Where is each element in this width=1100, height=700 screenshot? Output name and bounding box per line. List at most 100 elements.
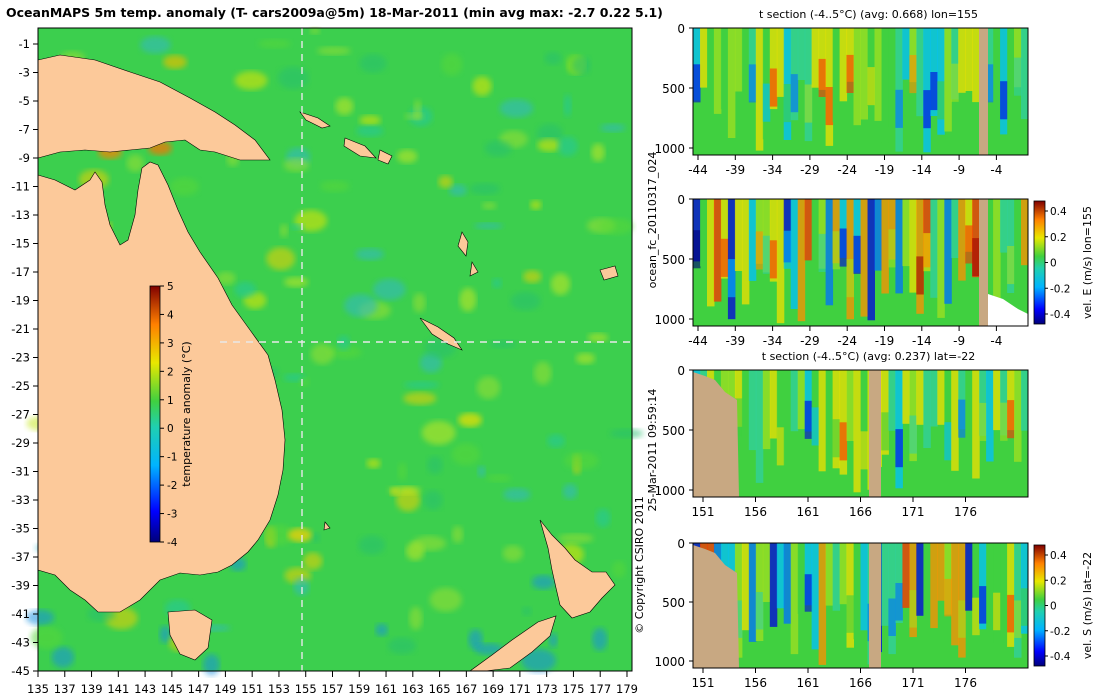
lon-tick-label: 149 <box>214 682 236 696</box>
anomaly-patch <box>595 508 611 528</box>
section-cell <box>888 370 896 431</box>
section-missing-data <box>988 294 1028 326</box>
section-land-column <box>979 199 988 326</box>
section-cell <box>944 199 952 304</box>
section-cell <box>769 68 778 107</box>
anomaly-patch <box>481 202 497 210</box>
anomaly-patch <box>572 56 591 75</box>
anomaly-patch <box>563 94 572 117</box>
section-x-tick-label: -14 <box>912 334 932 348</box>
lon-tick-label: 155 <box>295 682 317 696</box>
anomaly-patch <box>337 335 350 351</box>
anomaly-patch <box>438 175 453 189</box>
section-title: t section (-4..5°C) (avg: 0.668) lon=155 <box>759 8 978 21</box>
anomaly-patch <box>293 577 310 596</box>
velocity-colorbar-tick-label: 0.2 <box>1050 232 1067 244</box>
lat-tick-label: -21 <box>11 322 30 336</box>
section-cell <box>734 600 743 638</box>
section-cell <box>818 58 827 97</box>
section-cell <box>930 543 938 629</box>
section-cell <box>916 256 924 295</box>
lat-tick-label: -7 <box>19 123 30 137</box>
map-colorbar-tick-label: -4 <box>167 537 178 549</box>
section-cell <box>825 543 834 606</box>
section-cell <box>755 28 764 151</box>
lat-tick-label: -15 <box>11 237 30 251</box>
anomaly-patch <box>283 158 310 172</box>
anomaly-patch <box>598 218 634 235</box>
anomaly-patch <box>265 524 293 546</box>
section-cell <box>972 238 980 277</box>
section-cell <box>944 543 952 615</box>
section-x-tick-label: -4 <box>990 334 1002 348</box>
anomaly-patch <box>476 376 501 400</box>
map-colorbar-tick-label: 4 <box>167 309 174 321</box>
anomaly-patch <box>468 629 483 650</box>
map-colorbar-tick-label: -2 <box>167 480 177 492</box>
anomaly-patch <box>531 575 556 590</box>
section-cell <box>783 543 792 624</box>
section-cell <box>881 28 889 143</box>
section-cell <box>769 240 778 279</box>
depth-tick-label: 0 <box>677 364 685 378</box>
section-cell <box>874 199 882 271</box>
lat-tick-label: -11 <box>11 180 30 194</box>
section-cell <box>916 370 924 425</box>
depth-tick-label: 1000 <box>654 655 685 669</box>
anomaly-patch <box>503 488 531 501</box>
section-cell <box>979 586 987 624</box>
anomaly-patch <box>375 623 389 637</box>
section-cell <box>937 370 945 425</box>
lon-tick-label: 141 <box>107 682 129 696</box>
section-cell <box>846 370 854 441</box>
section-x-tick-label: 161 <box>797 505 820 519</box>
lat-tick-label: -39 <box>11 579 30 593</box>
anomaly-patch <box>557 533 594 544</box>
anomaly-patch <box>591 143 605 162</box>
section-cell <box>818 370 827 472</box>
section-cell <box>1014 57 1022 96</box>
lat-tick-label: -33 <box>11 493 30 507</box>
section-cell <box>797 543 806 614</box>
section-cell <box>902 199 910 267</box>
section-cell <box>867 199 875 321</box>
anomaly-patch <box>403 381 440 389</box>
anomaly-patch <box>611 560 626 579</box>
lon-tick-label: 145 <box>161 682 183 696</box>
section-cell <box>832 370 841 469</box>
section-cell <box>972 28 980 103</box>
section-cell <box>825 370 834 488</box>
section-cell <box>790 74 799 113</box>
section-cell <box>902 543 910 608</box>
section-cell <box>986 543 994 661</box>
section-cell <box>916 28 924 117</box>
section-cell <box>839 543 848 605</box>
anomaly-patch <box>320 180 350 192</box>
lat-tick-label: -29 <box>11 436 30 450</box>
depth-tick-label: 500 <box>662 596 685 610</box>
section-x-tick-label: 151 <box>692 676 715 690</box>
anomaly-hotspot <box>458 413 482 427</box>
section-x-tick-label: 176 <box>954 676 977 690</box>
section-cell <box>930 199 938 298</box>
section-cell <box>804 574 813 612</box>
section-cell <box>790 199 799 309</box>
map-colorbar-ticks: 5 4 3 2 1 0 -1 -2 -3 -4 <box>160 281 178 549</box>
section-cell <box>839 422 848 461</box>
section-cell <box>846 54 854 93</box>
section-cell <box>958 199 966 281</box>
map-colorbar-tick-label: 3 <box>167 338 174 350</box>
lon-tick-label: 143 <box>134 682 156 696</box>
section-cell <box>741 199 750 305</box>
section-cell <box>741 543 750 631</box>
section-cell <box>937 199 945 318</box>
section-cell <box>804 400 813 439</box>
anomaly-patch <box>492 278 502 289</box>
section-cell <box>853 235 861 274</box>
anomaly-patch <box>409 606 423 630</box>
section-x-tick-label: -29 <box>800 163 820 177</box>
section-frame <box>692 198 1029 327</box>
velocity-colorbar-tick-label: 0.4 <box>1050 550 1067 562</box>
anomaly-patch <box>521 648 557 673</box>
depth-tick-label: 0 <box>677 22 685 36</box>
